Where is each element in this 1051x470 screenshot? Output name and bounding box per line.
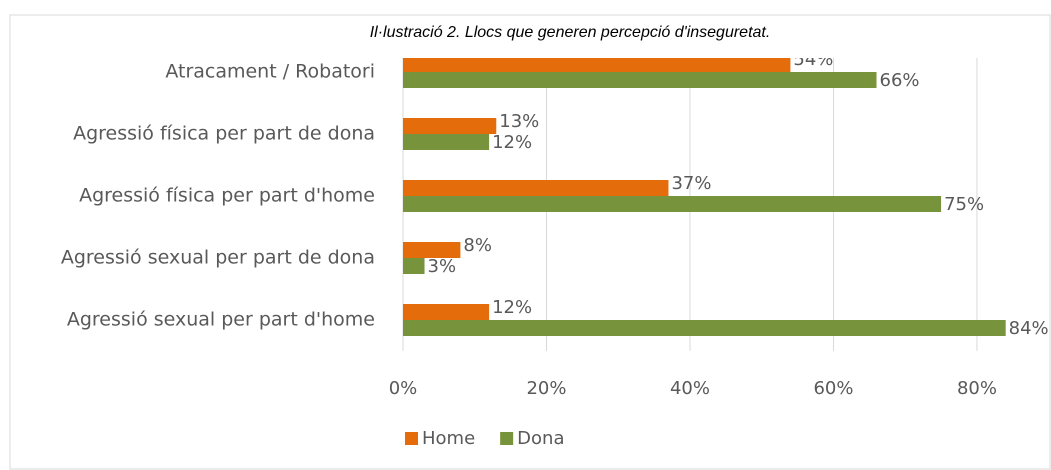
bar <box>403 134 490 150</box>
x-tick-label: 80% <box>957 378 997 399</box>
x-tick-label: 60% <box>813 378 853 399</box>
value-label: 3% <box>428 256 457 277</box>
bar <box>403 242 461 258</box>
legend-item: Home <box>405 428 475 449</box>
value-label: 75% <box>944 194 984 215</box>
value-label: 8% <box>463 235 492 256</box>
legend-label: Home <box>422 428 475 449</box>
chart-title: Il·lustració 2. Llocs que generen percep… <box>370 24 771 41</box>
bar <box>403 180 669 196</box>
value-label: 37% <box>671 173 711 194</box>
y-tick-label: Agressió física per part de dona <box>73 123 375 145</box>
x-tick-label: 20% <box>526 378 566 399</box>
value-label: 12% <box>492 132 532 153</box>
bar <box>403 72 877 88</box>
y-tick-label: Agressió sexual per part de dona <box>61 247 375 269</box>
legend-swatch <box>405 432 418 445</box>
legend-item: Dona <box>500 428 564 449</box>
bar <box>403 258 425 274</box>
chart-frame <box>9 14 1051 470</box>
bar <box>403 304 490 320</box>
y-tick-label: Atracament / Robatori <box>165 61 375 83</box>
y-tick-label: Agressió sexual per part d'home <box>67 309 375 331</box>
title-background <box>200 20 940 58</box>
bar <box>403 196 942 212</box>
legend-label: Dona <box>517 428 564 449</box>
y-tick-label: Agressió física per part d'home <box>79 185 375 207</box>
value-label: 13% <box>499 111 539 132</box>
bar <box>403 320 1006 336</box>
x-tick-label: 40% <box>670 378 710 399</box>
plot-area: 0% 20% 40% 60% 80%Atracament / Robatori54%66… <box>61 49 1049 399</box>
value-label: 12% <box>492 297 532 318</box>
bar <box>403 56 791 72</box>
x-tick-label: 0% <box>389 378 418 399</box>
bar <box>403 118 497 134</box>
value-label: 66% <box>880 70 920 91</box>
value-label: 84% <box>1009 318 1049 339</box>
legend-swatch <box>500 432 514 445</box>
